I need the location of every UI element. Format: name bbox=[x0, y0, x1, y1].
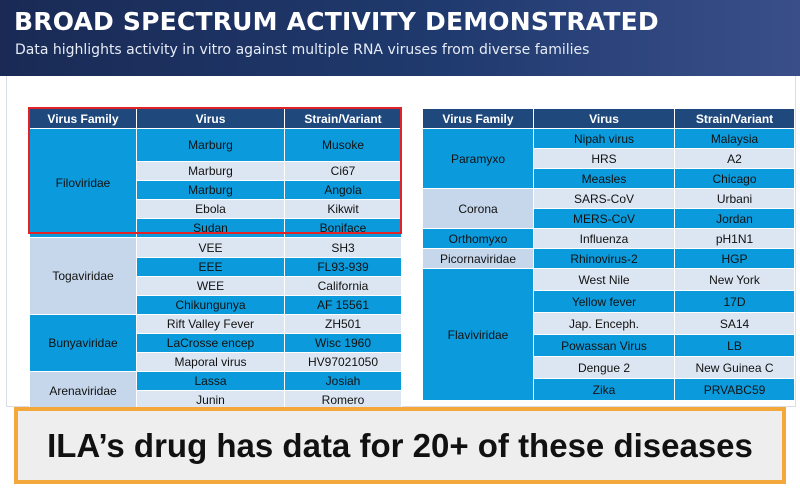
virus-cell: Chikungunya bbox=[136, 295, 285, 315]
strain-cell: Boniface bbox=[284, 218, 402, 238]
table-row: Maporal virus HV97021050 bbox=[30, 352, 402, 372]
table-row: Chikungunya AF 15561 bbox=[30, 295, 402, 315]
virus-cell: MERS-CoV bbox=[533, 208, 675, 229]
virus-cell: Rhinovirus-2 bbox=[533, 248, 675, 269]
strain-cell: A2 bbox=[674, 148, 795, 169]
strain-cell: HV97021050 bbox=[284, 352, 402, 372]
strain-cell: New York bbox=[674, 268, 795, 291]
column-header-strain: Strain/Variant bbox=[674, 108, 795, 129]
virus-cell: LaCrosse encep bbox=[136, 333, 285, 353]
virus-cell: Zika bbox=[533, 378, 675, 401]
virus-cell: Rift Valley Fever bbox=[136, 314, 285, 334]
right-virus-table: Virus Family Virus Strain/Variant Paramy… bbox=[422, 108, 795, 401]
virus-cell: VEE bbox=[136, 237, 285, 258]
strain-cell: FL93-939 bbox=[284, 257, 402, 277]
strain-cell: Chicago bbox=[674, 168, 795, 189]
table-row: EEE FL93-939 bbox=[30, 257, 402, 277]
virus-cell: Sudan bbox=[136, 218, 285, 238]
column-header-virus: Virus bbox=[136, 108, 285, 129]
strain-cell: Angola bbox=[284, 180, 402, 200]
virus-cell: SARS-CoV bbox=[533, 188, 675, 209]
virus-cell: Maporal virus bbox=[136, 352, 285, 372]
virus-cell: Powassan Virus bbox=[533, 334, 675, 357]
strain-cell: SA14 bbox=[674, 312, 795, 335]
table-row: Arenaviridae Lassa Josiah bbox=[29, 371, 402, 410]
virus-cell: Nipah virus bbox=[533, 128, 675, 149]
column-header-virus: Virus bbox=[533, 108, 675, 129]
strain-cell: Malaysia bbox=[674, 128, 795, 149]
header-bar: BROAD SPECTRUM ACTIVITY DEMONSTRATED Dat… bbox=[0, 0, 800, 76]
table-row: Flaviviridae West Nile New York bbox=[422, 268, 795, 401]
table-row: Marburg Angola bbox=[30, 180, 402, 200]
virus-cell: Jap. Enceph. bbox=[533, 312, 675, 335]
virus-cell: Marburg bbox=[136, 161, 285, 181]
column-header-strain: Strain/Variant bbox=[284, 108, 402, 129]
family-cell: Corona bbox=[422, 188, 534, 229]
strain-cell: New Guinea C bbox=[674, 356, 795, 379]
virus-cell: Influenza bbox=[533, 228, 675, 249]
table-row: Powassan Virus LB bbox=[423, 334, 795, 357]
virus-cell: Junin bbox=[136, 390, 285, 410]
table-row: Paramyxo Nipah virus Malaysia bbox=[422, 128, 795, 189]
family-cell: Flaviviridae bbox=[422, 268, 534, 401]
table-header-row: Virus Family Virus Strain/Variant bbox=[422, 108, 795, 129]
strain-cell: Wisc 1960 bbox=[284, 333, 402, 353]
callout-text: ILA’s drug has data for 20+ of these dis… bbox=[47, 426, 753, 464]
strain-cell: 17D bbox=[674, 290, 795, 313]
strain-cell: California bbox=[284, 276, 402, 296]
family-cell: Togaviridae bbox=[29, 237, 137, 315]
virus-cell: West Nile bbox=[533, 268, 675, 291]
callout-banner: ILA’s drug has data for 20+ of these dis… bbox=[14, 407, 786, 484]
page-subtitle: Data highlights activity in vitro agains… bbox=[15, 42, 590, 58]
family-cell: Filoviridae bbox=[29, 128, 137, 238]
family-cell: Bunyaviridae bbox=[29, 314, 137, 372]
table-row: Filoviridae Marburg Musoke bbox=[29, 128, 402, 238]
family-cell: Paramyxo bbox=[422, 128, 534, 189]
page-title: BROAD SPECTRUM ACTIVITY DEMONSTRATED bbox=[14, 7, 659, 36]
virus-cell: Marburg bbox=[136, 180, 285, 200]
table-row: Togaviridae VEE SH3 bbox=[29, 237, 402, 315]
family-cell: Orthomyxo bbox=[422, 228, 534, 249]
virus-cell: Dengue 2 bbox=[533, 356, 675, 379]
strain-cell: Josiah bbox=[284, 371, 402, 391]
virus-cell: WEE bbox=[136, 276, 285, 296]
virus-cell: Ebola bbox=[136, 199, 285, 219]
strain-cell: LB bbox=[674, 334, 795, 357]
strain-cell: pH1N1 bbox=[674, 228, 795, 249]
strain-cell: Urbani bbox=[674, 188, 795, 209]
strain-cell: ZH501 bbox=[284, 314, 402, 334]
strain-cell: SH3 bbox=[284, 237, 402, 258]
family-cell: Picornaviridae bbox=[422, 248, 534, 269]
family-cell: Arenaviridae bbox=[29, 371, 137, 410]
table-row: Zika PRVABC59 bbox=[423, 378, 795, 401]
table-row: Junin Romero bbox=[30, 390, 402, 410]
virus-cell: Marburg bbox=[136, 128, 285, 162]
virus-cell: Yellow fever bbox=[533, 290, 675, 313]
strain-cell: Ci67 bbox=[284, 161, 402, 181]
table-row: Yellow fever 17D bbox=[423, 290, 795, 313]
table-row: Picornaviridae Rhinovirus-2 HGP bbox=[422, 248, 795, 269]
table-row: LaCrosse encep Wisc 1960 bbox=[30, 333, 402, 353]
table-row: Bunyaviridae Rift Valley Fever ZH501 bbox=[29, 314, 402, 372]
virus-cell: Lassa bbox=[136, 371, 285, 391]
strain-cell: HGP bbox=[674, 248, 795, 269]
table-header-row: Virus Family Virus Strain/Variant bbox=[29, 108, 402, 129]
table-row: Jap. Enceph. SA14 bbox=[423, 312, 795, 335]
table-row: Corona SARS-CoV Urbani bbox=[422, 188, 795, 229]
strain-cell: Musoke bbox=[284, 128, 402, 162]
virus-cell: Measles bbox=[533, 168, 675, 189]
strain-cell: Jordan bbox=[674, 208, 795, 229]
table-row: MERS-CoV Jordan bbox=[423, 208, 795, 229]
left-virus-table: Virus Family Virus Strain/Variant Filovi… bbox=[29, 108, 402, 410]
table-row: Orthomyxo Influenza pH1N1 bbox=[422, 228, 795, 249]
column-header-virus-family: Virus Family bbox=[422, 108, 534, 129]
virus-cell: EEE bbox=[136, 257, 285, 277]
table-row: Ebola Kikwit bbox=[30, 199, 402, 219]
strain-cell: PRVABC59 bbox=[674, 378, 795, 401]
virus-cell: HRS bbox=[533, 148, 675, 169]
table-row: WEE California bbox=[30, 276, 402, 296]
strain-cell: Kikwit bbox=[284, 199, 402, 219]
strain-cell: AF 15561 bbox=[284, 295, 402, 315]
column-header-virus-family: Virus Family bbox=[29, 108, 137, 129]
